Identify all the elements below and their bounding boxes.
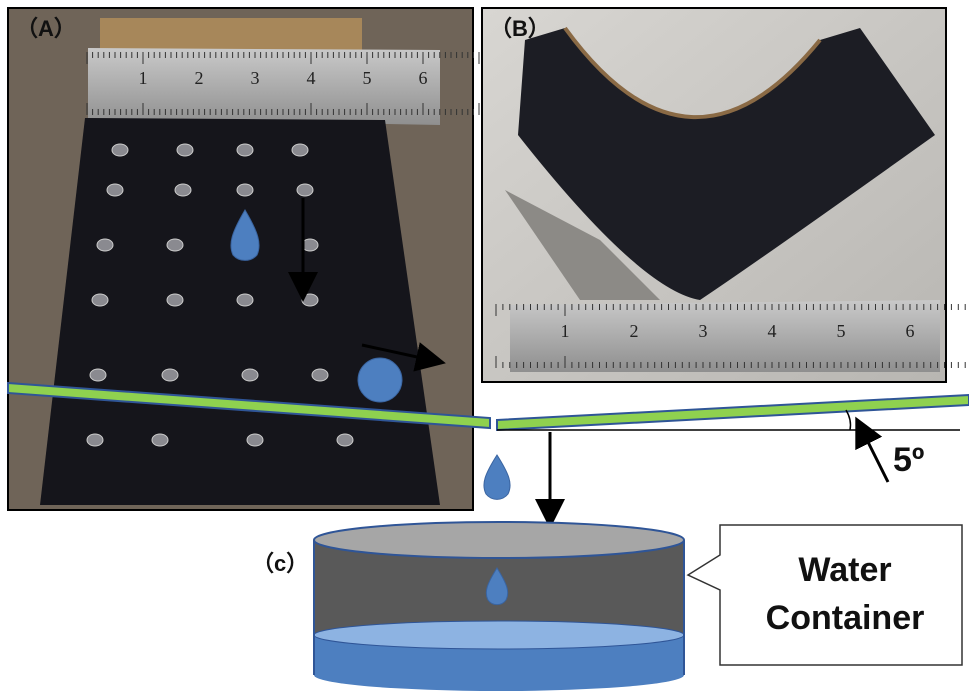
panel-b: 1 2 3 4 5 6 （B） (482, 8, 969, 382)
droplet (337, 434, 353, 446)
droplet (297, 184, 313, 196)
ruler-number: 1 (561, 321, 570, 341)
ruler-number: 4 (768, 321, 777, 341)
angle-label: 5º (893, 441, 924, 479)
panel-label: （B） (490, 16, 550, 41)
droplet (152, 434, 168, 446)
ruler-number: 2 (630, 321, 639, 341)
ruler-number: 5 (837, 321, 846, 341)
droplet (112, 144, 128, 156)
ruler-number: 5 (363, 68, 372, 88)
droplet (92, 294, 108, 306)
droplet (87, 434, 103, 446)
water-container (314, 522, 684, 691)
droplet (292, 144, 308, 156)
droplet (167, 294, 183, 306)
page: {"panel_a": {"label": "（A）", "ruler": ["… (0, 0, 969, 696)
droplet (247, 434, 263, 446)
callout-text: Container (766, 599, 925, 637)
ruler-number: 6 (906, 321, 915, 341)
panel-a: 1 2 3 4 5 6 （A） (8, 8, 490, 510)
ruler-number: 2 (195, 68, 204, 88)
droplet (237, 184, 253, 196)
panel-label: （A） (16, 16, 76, 41)
droplet (162, 369, 178, 381)
ruler-number: 6 (419, 68, 428, 88)
panel-label: （c） (252, 551, 308, 576)
droplet (237, 294, 253, 306)
droplet (90, 369, 106, 381)
droplet (312, 369, 328, 381)
droplet (177, 144, 193, 156)
droplet (107, 184, 123, 196)
ruler-number: 3 (251, 68, 260, 88)
callout-text: Water (798, 551, 891, 589)
droplet (167, 239, 183, 251)
droplet (175, 184, 191, 196)
figure: 123456 （A） 123456 （B） 5º （c） Water Cont (0, 0, 969, 696)
droplet (97, 239, 113, 251)
ruler-number: 1 (139, 68, 148, 88)
ruler-number: 4 (307, 68, 316, 88)
droplet (242, 369, 258, 381)
ruler-number: 3 (699, 321, 708, 341)
droplet (237, 144, 253, 156)
